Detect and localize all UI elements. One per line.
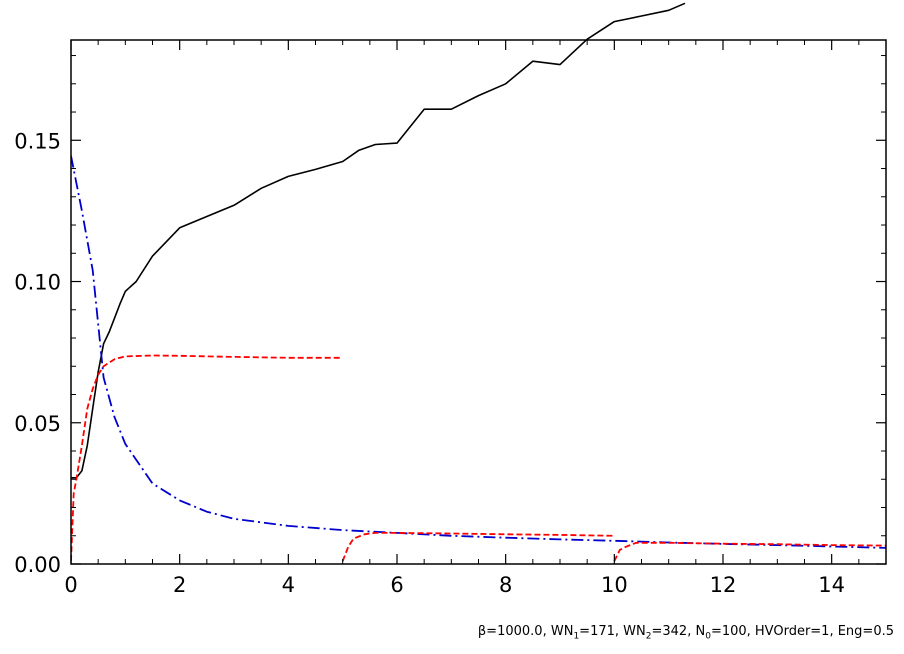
x-tick-label: 6 xyxy=(390,573,403,597)
series-line-1 xyxy=(71,2,686,479)
x-tick-label: 8 xyxy=(499,573,512,597)
wn1-value: =171, xyxy=(579,624,624,639)
x-tick-label: 10 xyxy=(601,573,628,597)
y-tick-label: 0.05 xyxy=(14,412,61,436)
series-line-3 xyxy=(71,354,343,562)
wn2-value: =342, xyxy=(651,624,696,639)
n0-subscript: 0 xyxy=(705,631,711,642)
series-line-5 xyxy=(613,541,886,562)
y-tick-label: 0.15 xyxy=(14,129,61,153)
plot-frame xyxy=(70,39,887,565)
tick-layer: 0 2 4 6 8 10 12 14 0.00 0.05 0.10 0.15 xyxy=(14,40,886,597)
x-tick-label: 12 xyxy=(710,573,737,597)
wn1-label: WN xyxy=(550,624,574,639)
parameter-annotation: β=1000.0, WN1=171, WN2=342, N0=100, HVOr… xyxy=(0,624,894,642)
series-line-2 xyxy=(71,155,886,549)
x-tick-label: 0 xyxy=(64,573,77,597)
x-tick-label: 2 xyxy=(173,573,186,597)
y-tick-label: 0.10 xyxy=(14,271,61,295)
wn2-subscript: 2 xyxy=(645,631,652,642)
n0-value: =100, HVOrder=1, Eng=0.5 xyxy=(710,624,894,639)
x-tick-label: 14 xyxy=(818,573,845,597)
series-line-4 xyxy=(341,532,615,562)
y-tick-label: 0.00 xyxy=(14,553,61,577)
wn1-subscript: 1 xyxy=(573,631,580,642)
x-tick-label: 4 xyxy=(282,573,295,597)
series-layer xyxy=(71,2,886,562)
beta-label: β=1000.0, xyxy=(477,624,551,639)
n0-label: N xyxy=(695,624,706,639)
wn2-label: WN xyxy=(623,624,646,639)
